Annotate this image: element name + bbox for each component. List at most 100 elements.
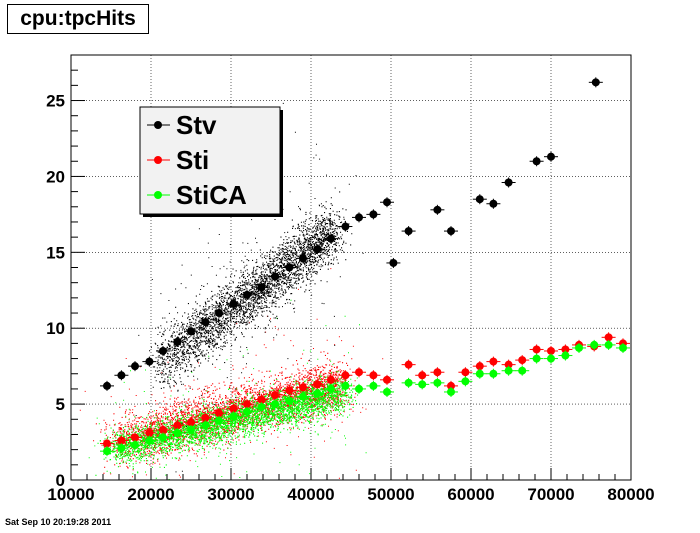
cloud-dots	[149, 191, 353, 392]
data-point	[212, 415, 226, 426]
point-marker	[341, 381, 350, 390]
x-tick-label: 10000	[47, 485, 94, 504]
data-point	[444, 380, 458, 391]
data-point	[100, 380, 114, 391]
data-point	[366, 380, 381, 391]
point-marker	[383, 198, 391, 207]
point-marker	[313, 389, 322, 398]
density-clouds	[79, 102, 384, 481]
point-marker	[383, 387, 391, 396]
point-marker	[591, 78, 600, 87]
data-point	[324, 374, 338, 385]
point-marker	[327, 375, 335, 384]
data-point	[352, 212, 366, 223]
y-tick-label: 5	[56, 395, 65, 414]
legend-marker	[154, 121, 162, 129]
point-marker	[187, 425, 195, 434]
data-point	[472, 361, 487, 372]
data-point	[282, 385, 297, 396]
data-point	[352, 367, 366, 378]
data-point	[324, 383, 338, 394]
data-point	[601, 339, 616, 350]
data-point	[142, 435, 157, 446]
data-point	[458, 367, 473, 378]
point-marker	[369, 210, 378, 219]
data-point	[114, 435, 129, 446]
point-marker	[299, 383, 307, 392]
data-point	[212, 308, 226, 319]
timestamp: Sat Sep 10 20:19:28 2011	[5, 517, 112, 527]
data-point	[226, 411, 241, 422]
point-marker	[447, 227, 455, 236]
data-point	[296, 391, 310, 402]
data-point	[386, 257, 401, 268]
point-marker	[383, 375, 391, 384]
data-point	[170, 420, 185, 431]
point-marker	[475, 195, 484, 204]
point-marker	[117, 444, 126, 453]
data-point	[310, 244, 325, 255]
legend: Stv Sti StiCA	[139, 106, 283, 217]
point-marker	[547, 346, 555, 355]
data-point	[156, 432, 170, 443]
point-marker	[433, 205, 442, 214]
data-point	[616, 342, 630, 353]
point-marker	[447, 381, 455, 390]
point-marker	[271, 391, 279, 399]
point-marker	[313, 245, 322, 254]
point-marker	[313, 380, 322, 389]
point-marker	[201, 413, 210, 422]
data-point	[310, 379, 325, 390]
point-marker	[271, 400, 279, 409]
data-point	[401, 359, 416, 370]
point-marker	[604, 340, 613, 349]
data-point	[128, 361, 142, 372]
data-point	[170, 427, 185, 438]
data-point	[128, 432, 142, 443]
point-marker	[547, 152, 555, 161]
data-point	[380, 197, 394, 208]
point-marker	[547, 354, 555, 363]
data-point	[170, 336, 185, 347]
point-marker	[489, 369, 498, 378]
point-marker	[532, 345, 541, 354]
legend-marker	[154, 191, 162, 199]
data-point	[338, 221, 353, 232]
point-marker	[215, 416, 223, 425]
point-marker	[271, 272, 279, 281]
data-point	[156, 345, 170, 356]
x-tick-label: 30000	[207, 485, 254, 504]
data-point	[529, 344, 544, 355]
data-point	[268, 271, 282, 282]
point-marker	[369, 371, 378, 380]
data-point	[254, 394, 269, 405]
point-marker	[433, 368, 442, 377]
point-marker	[518, 356, 527, 365]
data-point	[226, 298, 241, 309]
data-point	[268, 390, 282, 400]
point-marker	[369, 381, 378, 390]
data-point	[444, 226, 458, 237]
point-marker	[447, 387, 455, 396]
legend-item-stica: StiCA	[147, 180, 247, 210]
data-point	[324, 233, 338, 244]
point-marker	[145, 428, 154, 437]
data-point	[587, 339, 602, 350]
data-point	[254, 282, 269, 293]
point-marker	[461, 377, 470, 386]
data-point	[142, 356, 157, 367]
point-marker	[341, 222, 350, 231]
data-point	[310, 388, 325, 399]
point-marker	[418, 380, 427, 389]
point-marker	[131, 362, 139, 371]
y-tick-label: 10	[46, 319, 65, 338]
point-marker	[561, 351, 570, 360]
point-marker	[229, 412, 238, 421]
data-point	[558, 350, 573, 361]
chart-title: cpu:tpcHits	[7, 4, 149, 34]
data-point	[114, 443, 129, 454]
data-point	[401, 377, 416, 388]
data-point	[572, 342, 586, 353]
point-marker	[489, 199, 498, 208]
